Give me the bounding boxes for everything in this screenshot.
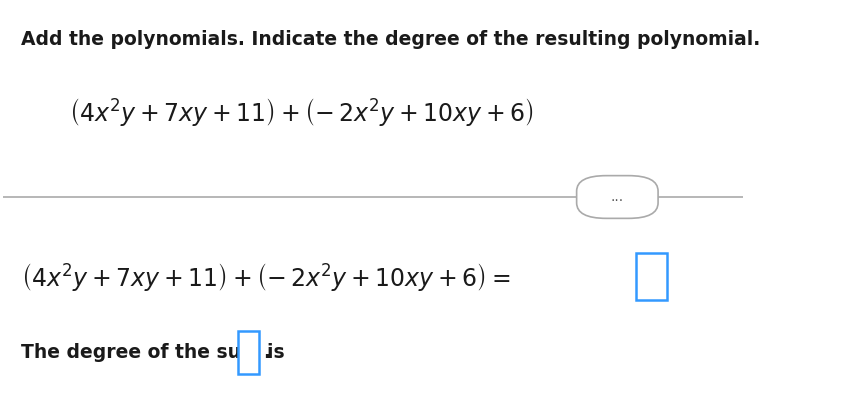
Text: $\left(4x^2y + 7xy + 11\right) + \left(-\,2x^2y + 10xy + 6\right)$: $\left(4x^2y + 7xy + 11\right) + \left(-… [69, 95, 534, 128]
Text: ...: ... [611, 190, 624, 204]
Text: $\left(4x^2y + 7xy + 11\right) + \left(-\,2x^2y + 10xy + 6\right) = $: $\left(4x^2y + 7xy + 11\right) + \left(-… [21, 261, 511, 293]
Text: Add the polynomials. Indicate the degree of the resulting polynomial.: Add the polynomials. Indicate the degree… [21, 30, 761, 49]
Text: .: . [262, 343, 270, 362]
FancyBboxPatch shape [577, 176, 658, 218]
FancyBboxPatch shape [636, 253, 667, 300]
FancyBboxPatch shape [239, 331, 259, 374]
Text: The degree of the sum is: The degree of the sum is [21, 343, 291, 362]
